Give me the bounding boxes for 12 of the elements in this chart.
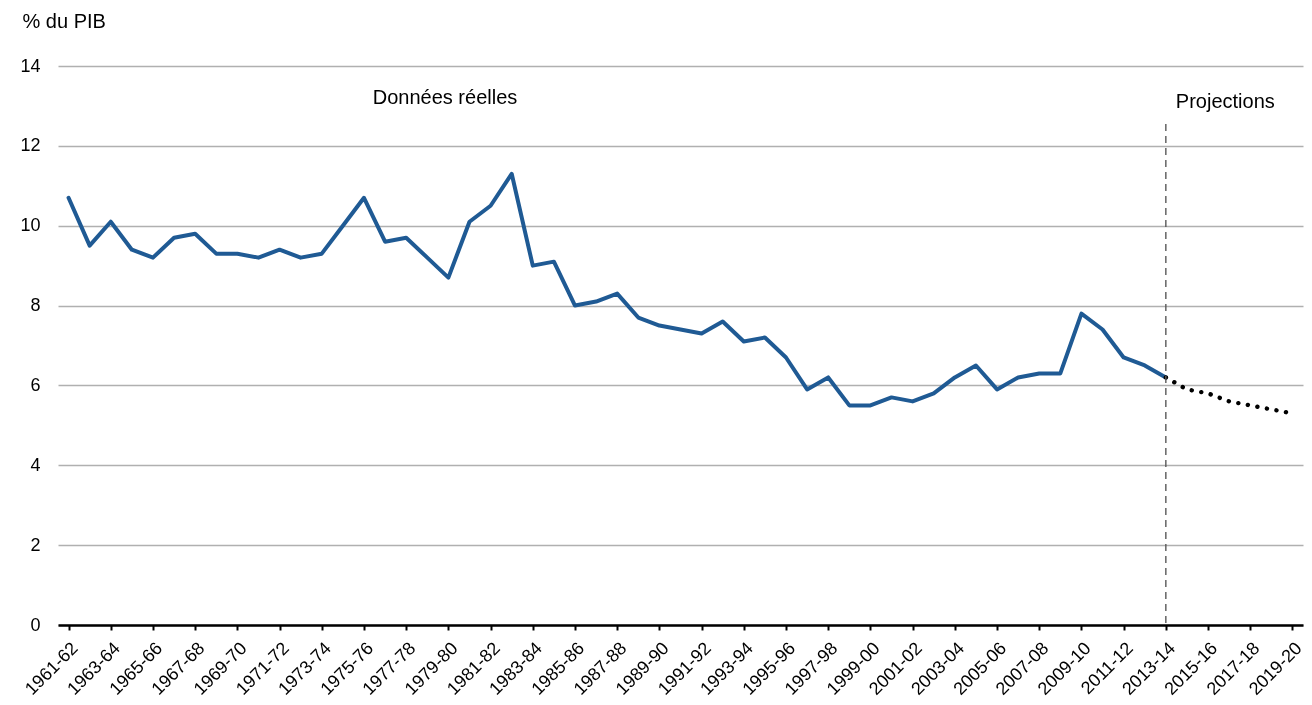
y-tick-label: 2 [30,534,41,555]
line-series [66,171,1168,408]
y-axis-title: % du PIB [22,9,106,32]
y-tick-label: 4 [30,454,41,475]
annotation: Données réelles [372,86,518,108]
ref-line-label: Projections [1175,90,1275,112]
y-tick-label: 12 [20,135,41,156]
y-tick-label: 8 [30,295,41,316]
y-tick-label: 10 [20,215,41,236]
y-tick-label: 0 [30,614,41,635]
y-tick-label: 6 [30,374,41,395]
y-tick-label: 14 [20,55,41,76]
